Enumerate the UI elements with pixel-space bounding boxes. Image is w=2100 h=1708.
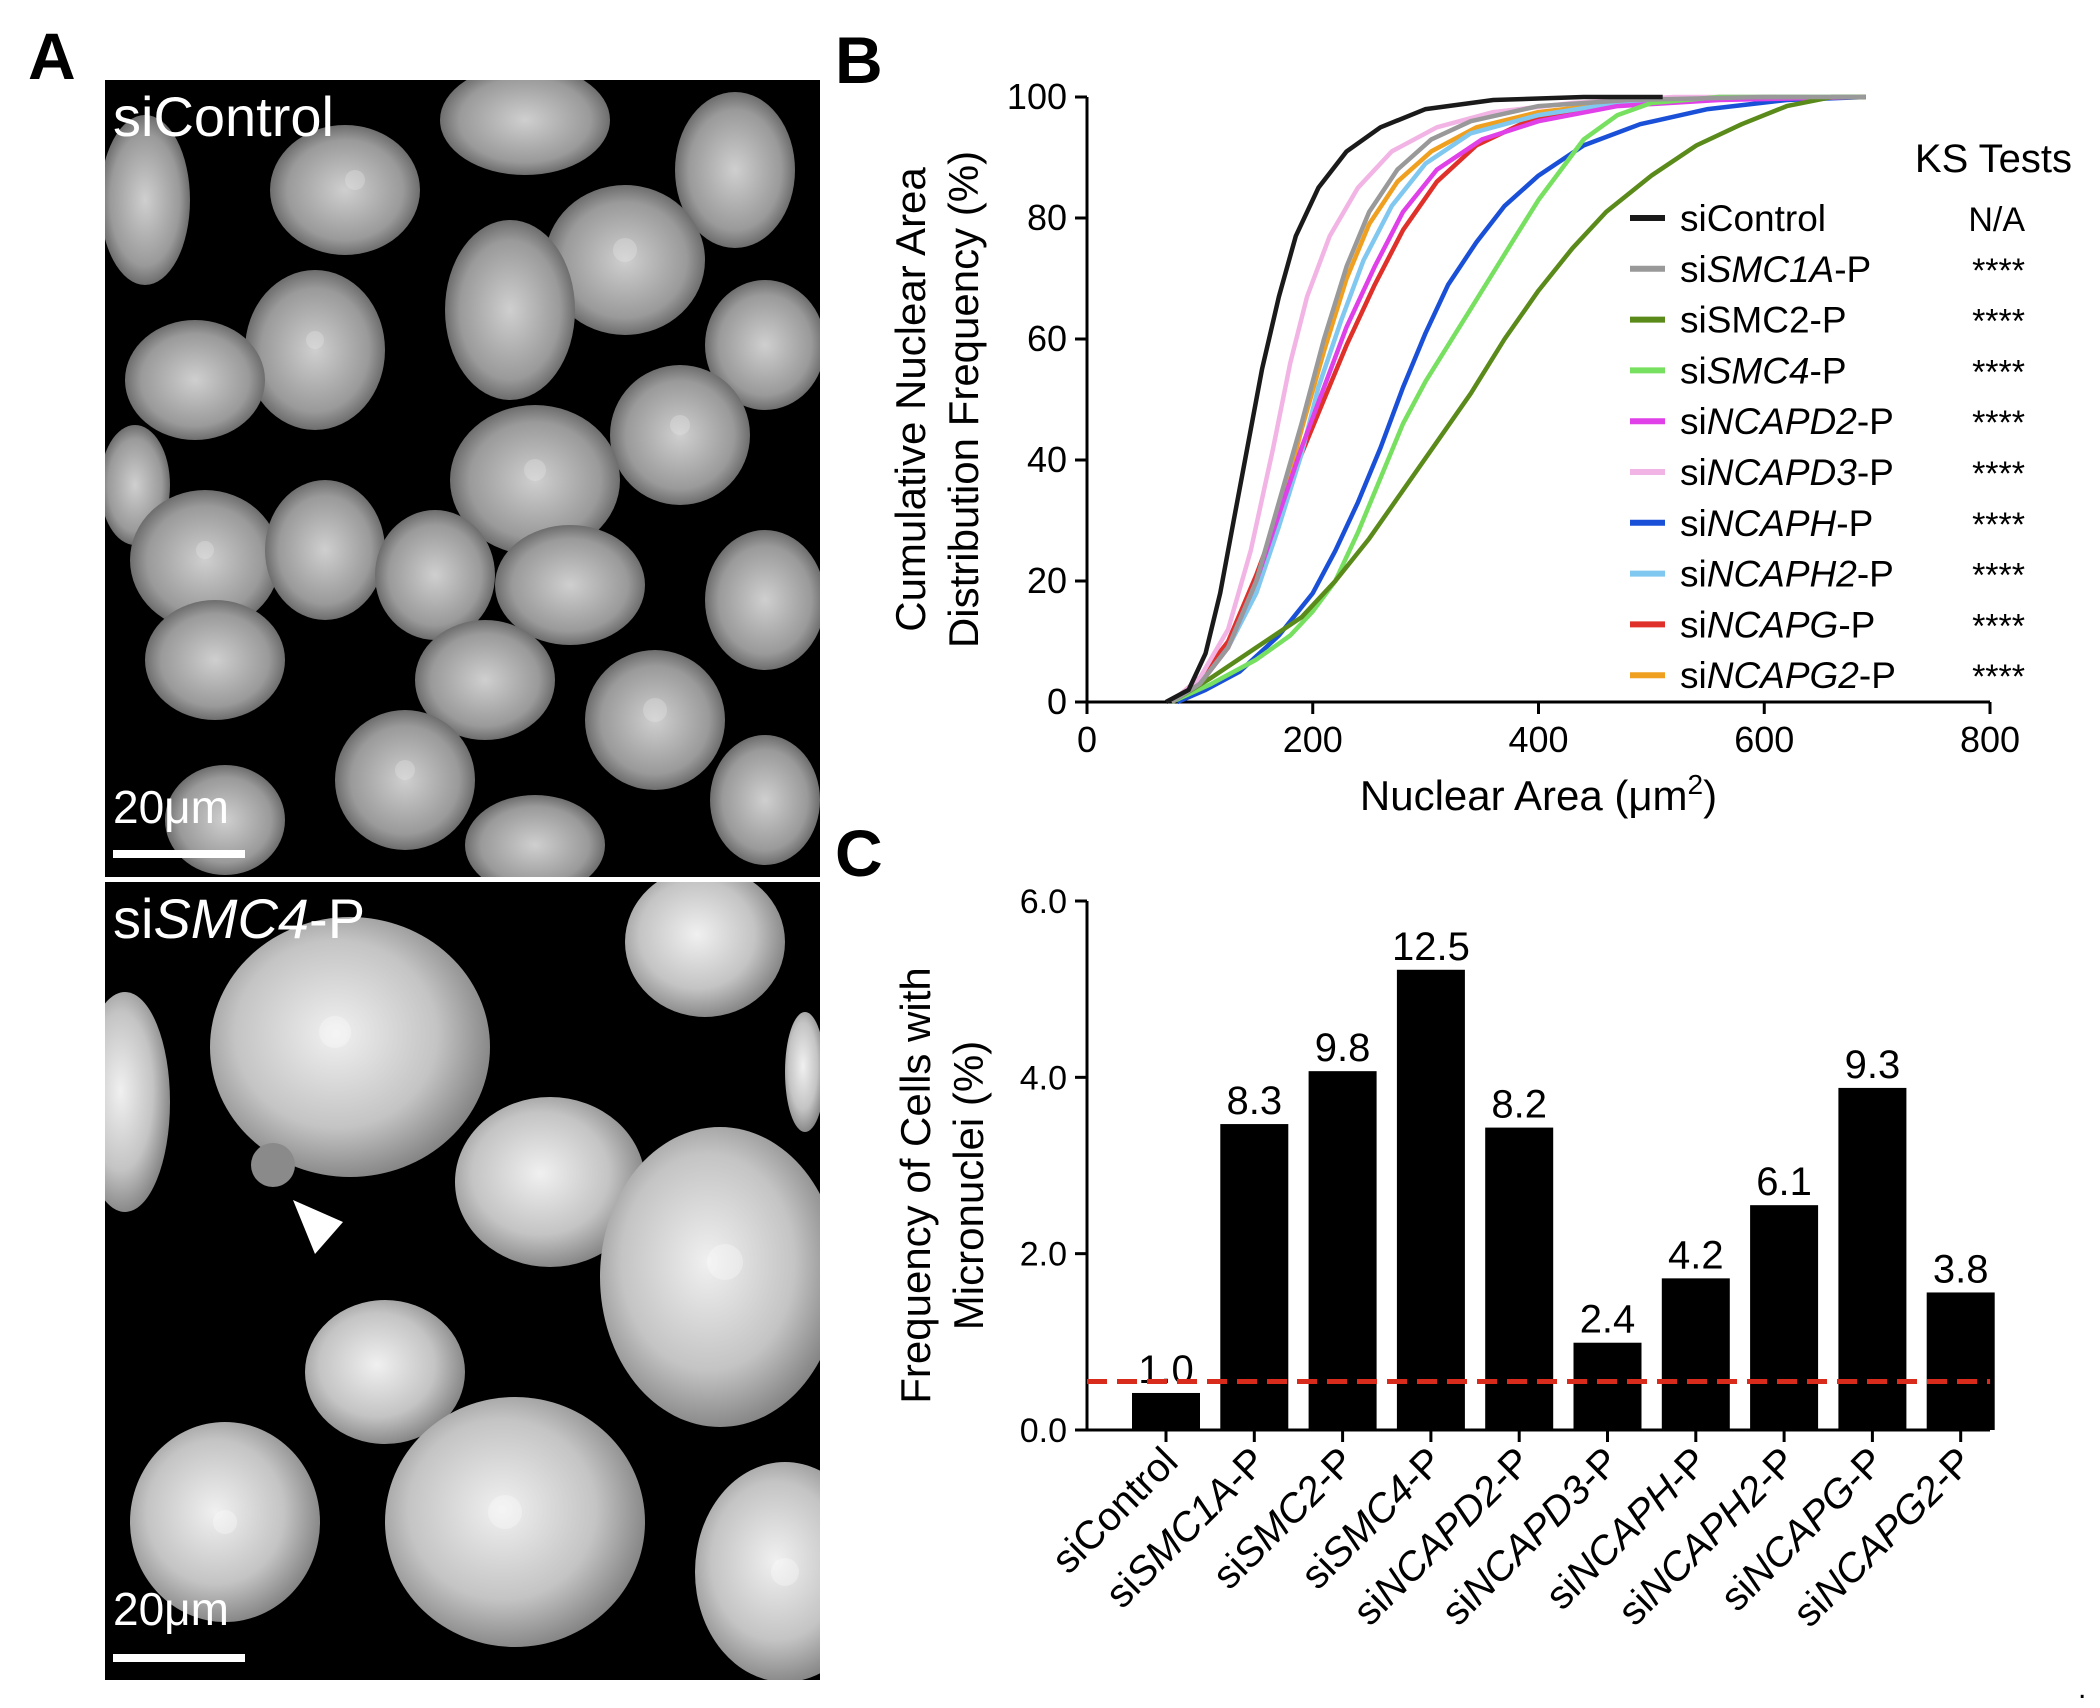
y-tick-label-b: 0	[1047, 681, 1067, 722]
series-line-sincaph2-p	[1170, 94, 1866, 704]
x-axis-label-b: Nuclear Area (μm2)	[1360, 769, 1717, 819]
bar-5	[1573, 1342, 1642, 1430]
series-line-sismc4-p	[1170, 94, 1866, 705]
bar-2	[1308, 1071, 1377, 1430]
y-axis-label-c-line1: Frequency of Cells with	[892, 967, 939, 1404]
ks-result-b: ****	[1972, 353, 2025, 391]
ks-result-b: ****	[1972, 252, 2025, 290]
bar-value-label: 1.0	[1138, 1348, 1194, 1392]
bar-value-label: 8.3	[1226, 1079, 1282, 1123]
bar-value-label: 9.3	[1845, 1043, 1901, 1087]
x-tick-label-b: 0	[1077, 719, 1097, 760]
scale-bar-label-bottom: 20μm	[113, 1583, 229, 1635]
series-line-sismc1a-p	[1170, 94, 1866, 704]
legend-label-b: siNCAPH-P	[1680, 503, 1873, 544]
micrograph-label-sismc4: siSMC4-P	[113, 887, 366, 950]
arrowhead-icon	[293, 1200, 343, 1254]
ks-result-b: ****	[1972, 506, 2025, 544]
y-tick-label-b: 100	[1007, 76, 1067, 117]
bar-3	[1396, 969, 1465, 1430]
x-tick-label-b: 400	[1508, 719, 1568, 760]
nuclei-image-bottom	[105, 882, 820, 1680]
series-line-sicontrol	[1164, 94, 1663, 704]
panel-letter-b: B	[835, 23, 883, 97]
legend-label-b: siNCAPH2-P	[1680, 554, 1894, 595]
y-axis-label-c-line2: Micronuclei (%)	[945, 1041, 992, 1330]
y-axis-label-b-line2: Distribution Frequency (%)	[940, 151, 987, 648]
bar-9	[1926, 1292, 1995, 1430]
bar-value-label: 6.1	[1756, 1160, 1812, 1204]
x-tick-label-b: 800	[1960, 719, 2020, 760]
ks-result-b: ****	[1972, 404, 2025, 442]
bar-value-label: 4.2	[1668, 1233, 1724, 1277]
scale-bar-top	[113, 850, 245, 858]
legend-label-b: siControl	[1680, 198, 1826, 239]
nuclei-image-top	[105, 80, 820, 877]
trailing-period: .	[2078, 1672, 2087, 1705]
legend-label-b: siNCAPD2-P	[1680, 401, 1894, 442]
y-tick-label-c: 6.0	[1020, 883, 1067, 921]
bar-4	[1485, 1127, 1554, 1430]
y-tick-label-b: 80	[1027, 197, 1067, 238]
bar-1	[1220, 1124, 1289, 1430]
y-tick-label-c: 4.0	[1020, 1059, 1067, 1097]
bar-value-label: 12.5	[1392, 925, 1470, 969]
ks-result-b: N/A	[1968, 201, 2025, 239]
y-tick-label-c: 0.0	[1020, 1412, 1067, 1450]
ks-result-b: ****	[1972, 658, 2025, 696]
legend-label-b: siSMC2-P	[1680, 300, 1847, 341]
legend-label-b: siNCAPG2-P	[1680, 655, 1896, 696]
ks-result-b: ****	[1972, 455, 2025, 493]
panel-letter-a: A	[28, 19, 76, 93]
series-line-sincaph-p	[1176, 94, 1866, 705]
y-axis-label-b-line1: Cumulative Nuclear Area	[887, 167, 934, 632]
bar-6	[1661, 1278, 1730, 1430]
legend-label-b: siSMC1A-P	[1680, 249, 1871, 290]
bar-8	[1838, 1087, 1907, 1430]
x-tick-label-b: 600	[1734, 719, 1794, 760]
x-tick-label-b: 200	[1283, 719, 1343, 760]
legend-label-b: siNCAPD3-P	[1680, 452, 1894, 493]
ks-result-b: ****	[1972, 607, 2025, 645]
panel-letter-c: C	[835, 816, 883, 890]
bar-0	[1132, 1392, 1200, 1430]
y-tick-label-b: 20	[1027, 560, 1067, 601]
bar-value-label: 2.4	[1580, 1298, 1636, 1342]
bar-7	[1750, 1205, 1819, 1430]
ks-result-b: ****	[1972, 557, 2025, 595]
micronucleus	[251, 1143, 295, 1187]
y-tick-label-b: 40	[1027, 439, 1067, 480]
bar-value-label: 9.8	[1315, 1026, 1371, 1070]
micrograph-sismc4: siSMC4-P 20μm	[105, 882, 820, 1680]
scale-bar-label-top: 20μm	[113, 781, 229, 833]
legend-title-b: KS Tests	[1915, 137, 2072, 181]
bar-value-label: 8.2	[1491, 1083, 1547, 1127]
y-tick-label-b: 60	[1027, 318, 1067, 359]
micrograph-label-sicontrol: siControl	[113, 85, 334, 148]
legend-label-b: siSMC4-P	[1680, 350, 1847, 391]
micrograph-sicontrol: siControl 20μm	[105, 80, 820, 877]
series-line-sismc2-p	[1170, 94, 1866, 704]
cumulative-area-chart: 0 200 400 600 800 0 20 40 60 80 100 Nuclear Area (μ…	[887, 76, 2072, 819]
ks-result-b: ****	[1972, 303, 2025, 341]
scale-bar-bottom	[113, 1654, 245, 1662]
legend-label-b: siNCAPG-P	[1680, 604, 1875, 645]
bar-value-label: 3.8	[1933, 1247, 1989, 1291]
y-tick-label-c: 2.0	[1020, 1236, 1067, 1274]
